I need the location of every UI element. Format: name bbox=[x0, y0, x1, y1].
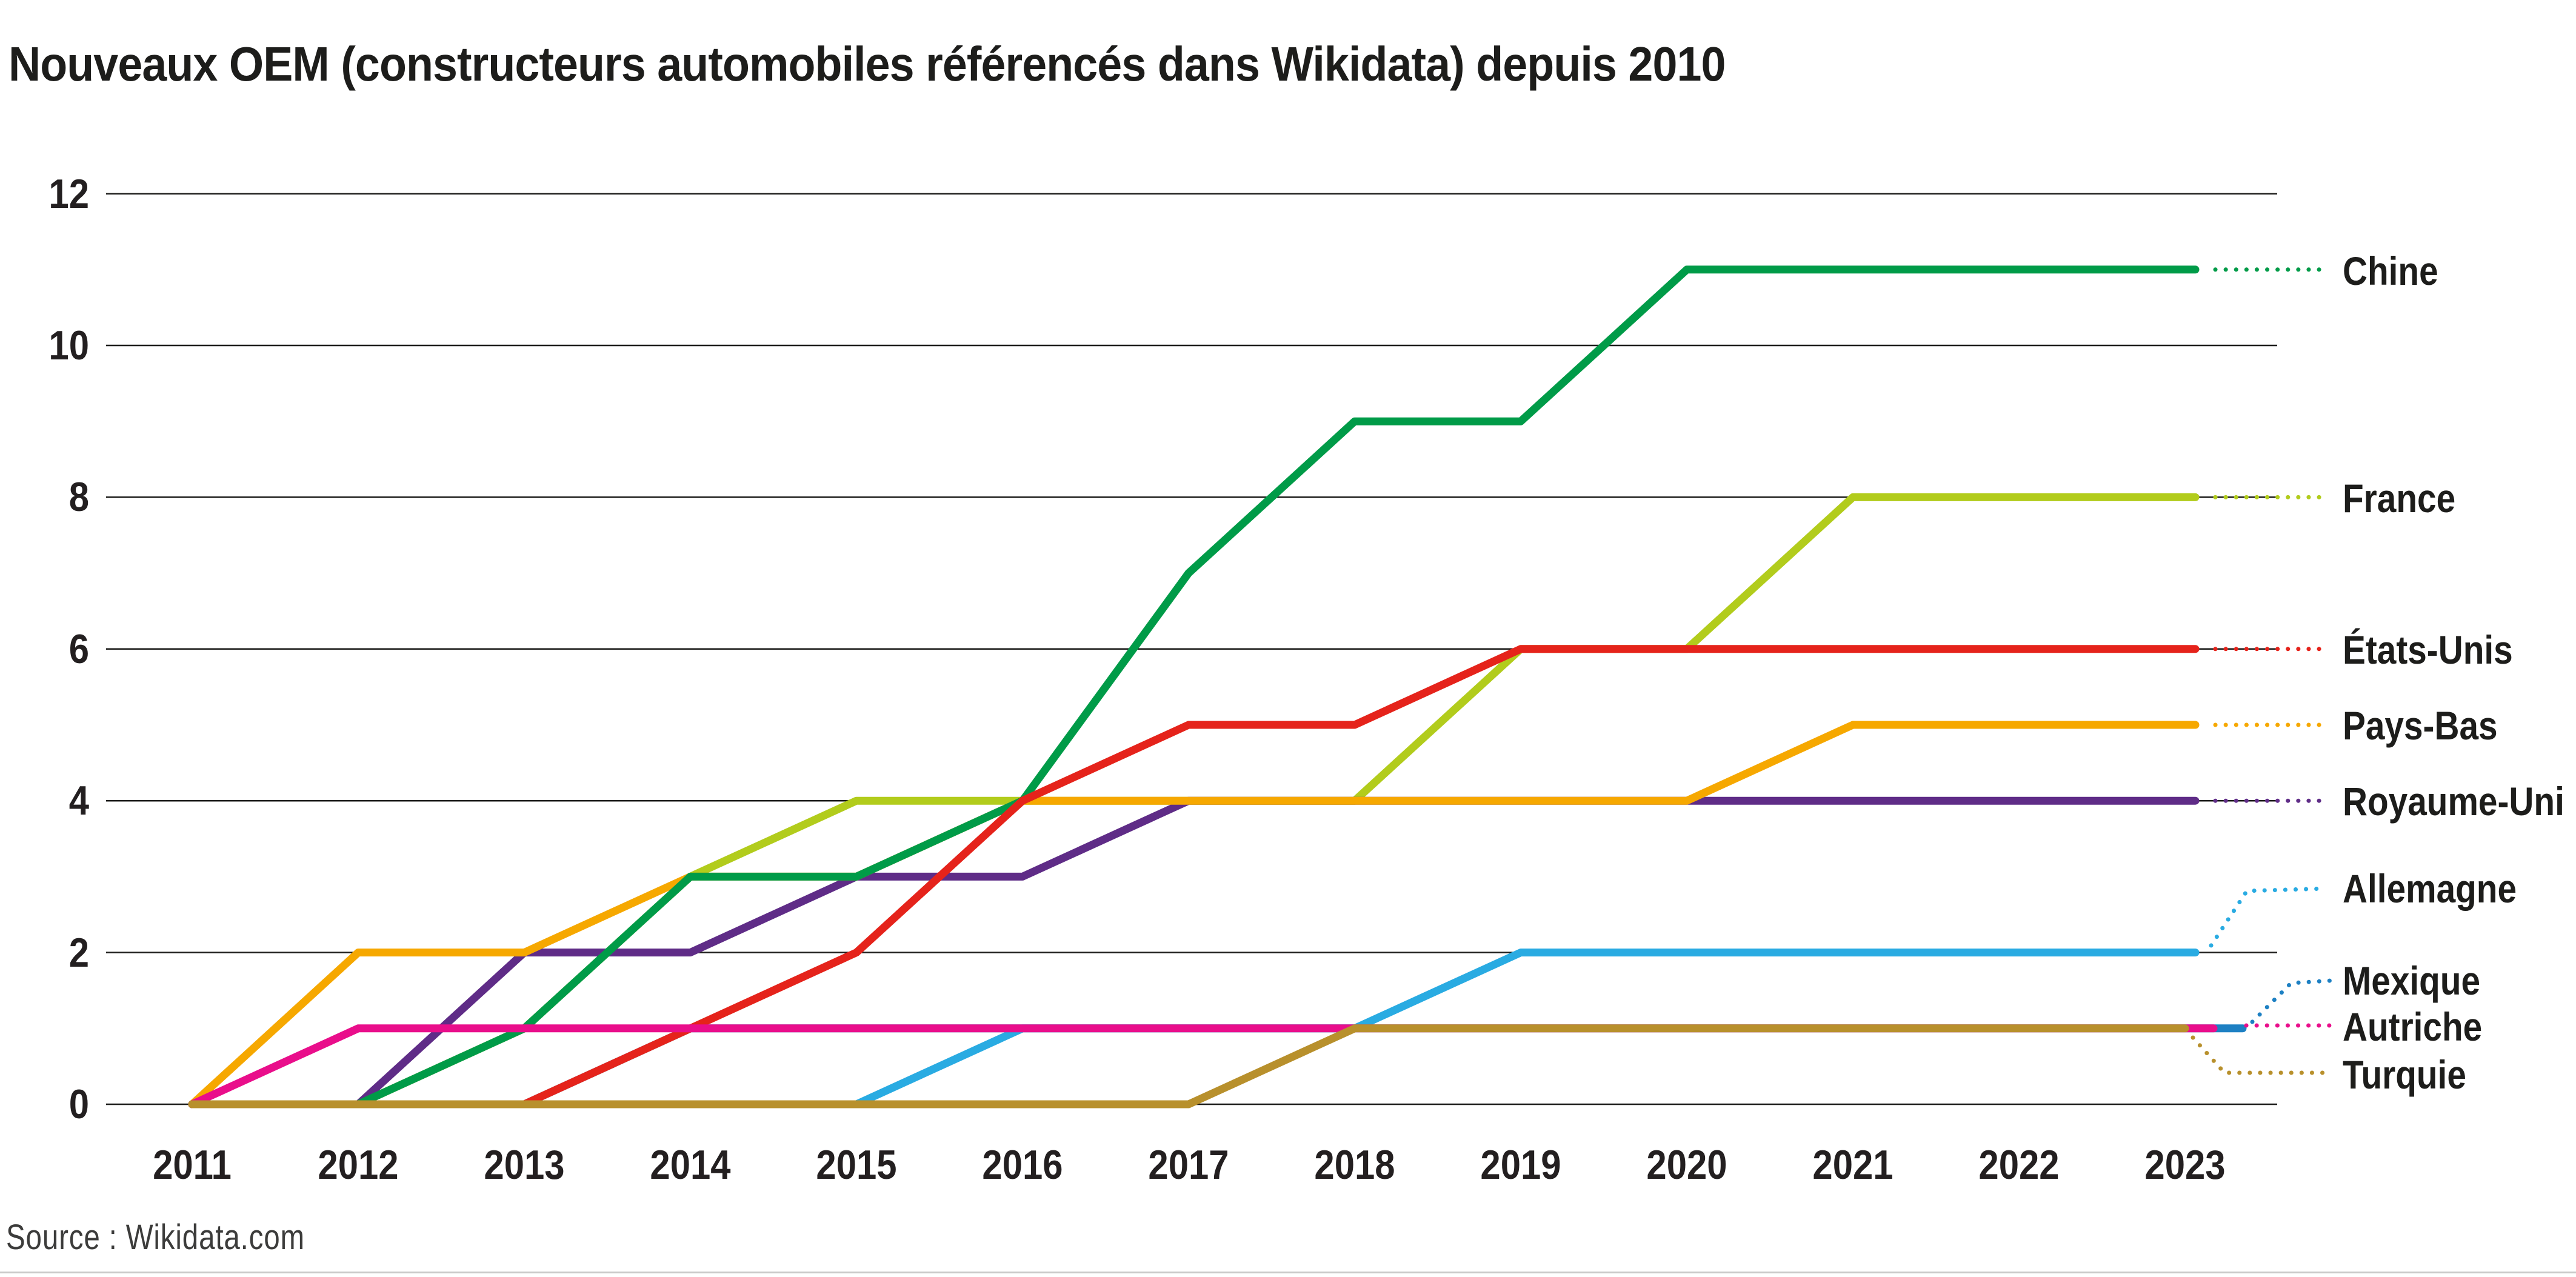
y-tick-label-8: 8 bbox=[68, 474, 89, 521]
legend-label-Royaume-Uni: Royaume-Uni bbox=[2343, 779, 2564, 824]
y-tick-label-12: 12 bbox=[48, 170, 89, 217]
x-tick-label-2020: 2020 bbox=[1646, 1142, 1727, 1188]
x-tick-label-2015: 2015 bbox=[816, 1142, 897, 1188]
x-tick-label-2017: 2017 bbox=[1148, 1142, 1229, 1188]
x-tick-label-2023: 2023 bbox=[2144, 1142, 2226, 1188]
x-tick-label-2011: 2011 bbox=[153, 1142, 232, 1188]
leader-dots-Allemagne bbox=[2209, 886, 2329, 948]
chart-title: Nouveaux OEM (constructeurs automobiles … bbox=[8, 36, 1726, 91]
series-lines bbox=[188, 265, 2247, 1109]
series-line-Turquie bbox=[188, 1024, 2189, 1109]
x-tick-label-2021: 2021 bbox=[1812, 1142, 1894, 1188]
legend-label-Pays-Bas: Pays-Bas bbox=[2343, 703, 2498, 748]
y-tick-label-10: 10 bbox=[48, 322, 89, 368]
x-tick-label-2019: 2019 bbox=[1480, 1142, 1561, 1188]
legend-label-États-Unis: États-Unis bbox=[2343, 627, 2513, 672]
x-tick-label-2018: 2018 bbox=[1314, 1142, 1395, 1188]
legend-leader-dots bbox=[2191, 267, 2333, 1075]
y-tick-label-0: 0 bbox=[68, 1081, 89, 1127]
legend-label-Allemagne: Allemagne bbox=[2343, 866, 2517, 911]
y-tick-label-6: 6 bbox=[68, 625, 89, 672]
x-tick-label-2022: 2022 bbox=[1978, 1142, 2060, 1188]
y-tick-label-4: 4 bbox=[68, 778, 89, 824]
source-note: Source : Wikidata.com bbox=[6, 1218, 305, 1257]
series-line-États-Unis bbox=[188, 645, 2200, 1109]
series-line-Pays-Bas bbox=[188, 721, 2200, 1109]
y-tick-label-2: 2 bbox=[68, 929, 89, 976]
legend-label-France: France bbox=[2343, 476, 2456, 521]
series-line-Chine bbox=[188, 265, 2200, 1109]
x-tick-label-2013: 2013 bbox=[484, 1142, 565, 1188]
leader-dots-Mexique bbox=[2250, 978, 2333, 1024]
x-tick-label-2014: 2014 bbox=[650, 1142, 731, 1188]
leader-dots-Turquie bbox=[2191, 1035, 2333, 1075]
x-tick-label-2012: 2012 bbox=[318, 1142, 399, 1188]
bottom-border bbox=[0, 1272, 2576, 1273]
legend-label-Chine: Chine bbox=[2343, 248, 2438, 293]
legend-label-Turquie: Turquie bbox=[2343, 1052, 2466, 1097]
legend-label-Autriche: Autriche bbox=[2343, 1004, 2483, 1049]
x-tick-label-2016: 2016 bbox=[982, 1142, 1063, 1188]
legend-label-Mexique: Mexique bbox=[2343, 958, 2481, 1003]
